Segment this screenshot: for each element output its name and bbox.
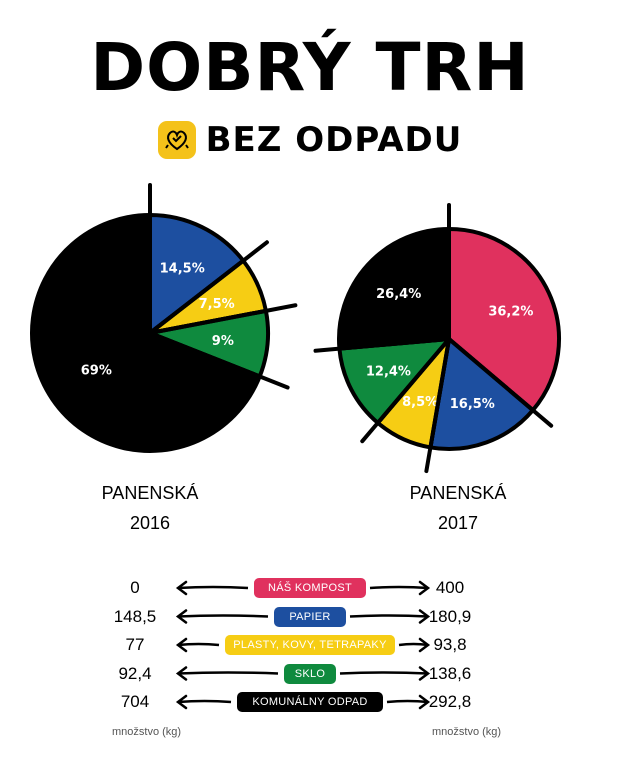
amount-row: 704 KOMUNÁLNY ODPAD 292,8 bbox=[0, 690, 620, 714]
arrow-head bbox=[175, 609, 188, 624]
amount-2017: 180,9 bbox=[428, 606, 472, 626]
amount-2016: 0 bbox=[130, 578, 140, 597]
amount-2016: 148,5 bbox=[113, 606, 157, 626]
slice-divider bbox=[313, 337, 451, 353]
arrow-right bbox=[369, 585, 429, 590]
arrow-head bbox=[418, 609, 431, 624]
recycle-heart-icon bbox=[157, 121, 196, 159]
arrow-head bbox=[175, 666, 188, 681]
pie-label-2016-year: 2016 bbox=[129, 513, 171, 533]
slice-label: 14,5% bbox=[160, 261, 205, 276]
amount-row: 92,4 SKLO 138,6 bbox=[0, 662, 620, 686]
slice-divider bbox=[424, 337, 451, 474]
category-badge: PAPIER bbox=[274, 606, 346, 627]
category-badge: SKLO bbox=[284, 663, 336, 684]
arrow-right bbox=[339, 671, 429, 675]
slice-label: 12,4% bbox=[366, 364, 411, 379]
amount-2017: 292,8 bbox=[428, 692, 472, 711]
slice-label: 26,4% bbox=[376, 287, 421, 302]
pie-label-2017-name: PANENSKÁ bbox=[409, 483, 507, 503]
amount-row: 77 PLASTY, KOVY, TETRAPAKY 93,8 bbox=[0, 633, 620, 657]
arrow-left bbox=[177, 699, 232, 704]
pie-label-2017-year: 2017 bbox=[437, 513, 479, 533]
arrow-right bbox=[386, 699, 429, 704]
amount-2016: 92,4 bbox=[118, 663, 152, 683]
arrow-left bbox=[177, 671, 279, 675]
arrow-left bbox=[177, 585, 249, 590]
category-badge: NÁŠ KOMPOST bbox=[254, 578, 366, 598]
slice-label: 36,2% bbox=[488, 304, 533, 319]
arrow-right bbox=[349, 614, 429, 618]
slice-label: 8,5% bbox=[402, 395, 438, 410]
amount-row: 0 NÁŠ KOMPOST 400 bbox=[0, 576, 620, 600]
slice-label: 69% bbox=[81, 363, 112, 378]
arrow-head bbox=[418, 580, 431, 596]
slice-divider bbox=[148, 240, 269, 335]
subtitle-row: BEZ ODPADU bbox=[0, 120, 620, 160]
category-badge: PLASTY, KOVY, TETRAPAKY bbox=[225, 635, 395, 655]
slice-label: 7,5% bbox=[199, 297, 235, 312]
amount-2016: 77 bbox=[125, 635, 145, 654]
slice-divider bbox=[360, 337, 451, 444]
unit-right: množstvo (kg) bbox=[432, 726, 502, 738]
pie-label-2017: PANENSKÁ 2017 bbox=[368, 478, 548, 538]
slice-divider bbox=[148, 303, 298, 335]
pie-slice bbox=[428, 337, 535, 451]
slice-label: 16,5% bbox=[450, 397, 495, 412]
amount-row: 148,5 PAPIER 180,9 bbox=[0, 605, 620, 629]
slice-divider bbox=[447, 337, 554, 428]
pie-label-2016: PANENSKÁ 2016 bbox=[60, 478, 240, 538]
pie-slice bbox=[447, 227, 561, 413]
pie-slice bbox=[337, 227, 451, 351]
amount-2017: 138,6 bbox=[428, 663, 472, 683]
arrow-head bbox=[418, 666, 431, 681]
arrow-head bbox=[418, 637, 431, 653]
pie-label-2016-name: PANENSKÁ bbox=[101, 483, 199, 503]
amount-2017: 400 bbox=[435, 578, 465, 597]
page-title: DOBRÝ TRH bbox=[90, 29, 530, 106]
arrow-head bbox=[175, 580, 188, 596]
pie-slice bbox=[337, 337, 451, 425]
unit-left: množstvo (kg) bbox=[112, 726, 182, 738]
amount-2016: 704 bbox=[120, 692, 150, 711]
arrow-head bbox=[175, 694, 188, 710]
slice-label: 9% bbox=[212, 334, 234, 349]
page-subtitle: BEZ ODPADU bbox=[205, 120, 463, 160]
arrow-left bbox=[177, 614, 269, 618]
pie-slice bbox=[148, 213, 246, 335]
arrow-head bbox=[175, 637, 188, 653]
arrow-head bbox=[418, 694, 431, 710]
amount-2017: 93,8 bbox=[433, 635, 467, 654]
pie-slice bbox=[30, 213, 262, 453]
slice-divider bbox=[148, 331, 290, 390]
category-badge: KOMUNÁLNY ODPAD bbox=[237, 692, 383, 712]
arrow-left bbox=[177, 642, 220, 647]
